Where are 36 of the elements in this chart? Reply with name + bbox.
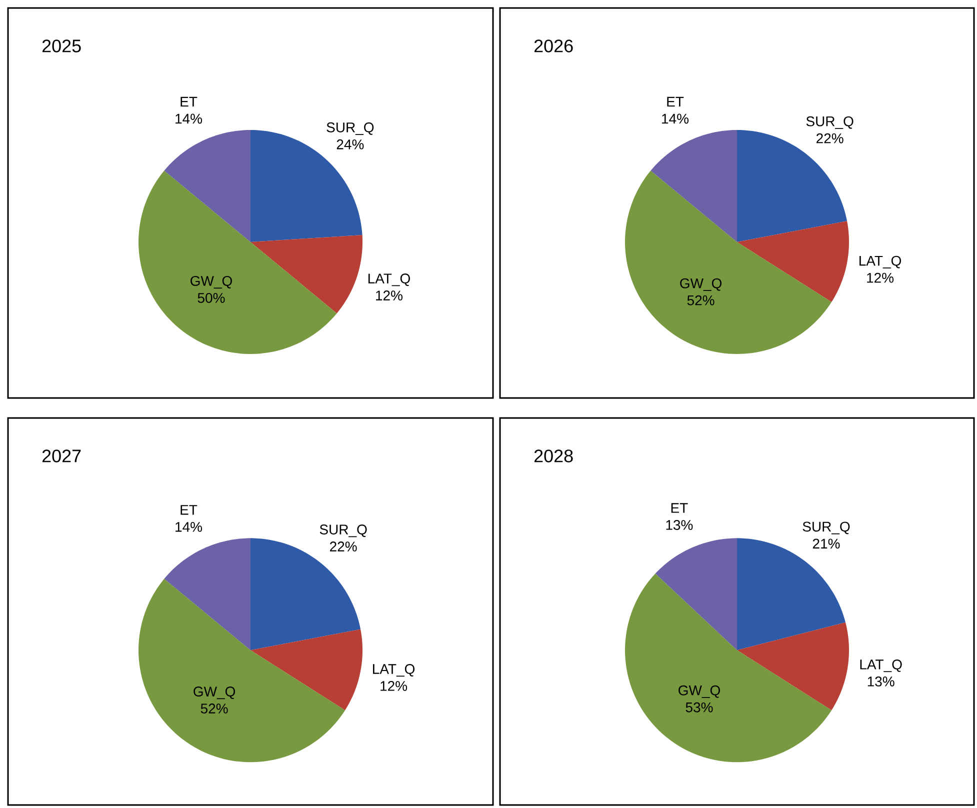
data-label: 12% <box>867 272 894 283</box>
slice-label: GW_Q <box>678 685 720 698</box>
slice-label: LAT_Q <box>368 274 410 286</box>
data-label: 12% <box>380 681 408 691</box>
data-label: 14% <box>176 522 202 532</box>
data-label: 12% <box>376 290 402 300</box>
slice-label: ET <box>180 96 198 107</box>
slice-label: SUR_Q <box>326 122 374 135</box>
data-label: 14% <box>176 114 202 124</box>
chart-title: 2026 <box>534 40 573 52</box>
slice-label: ET <box>671 503 688 513</box>
data-label: 22% <box>330 542 357 552</box>
slice-label: LAT_Q <box>860 256 902 268</box>
data-label: 13% <box>868 676 894 686</box>
data-label: 22% <box>816 133 844 144</box>
slice-label: LAT_Q <box>860 660 902 672</box>
data-label: 50% <box>198 292 225 303</box>
slice-label: SUR_Q <box>806 116 854 129</box>
chart-title: 2028 <box>534 450 573 462</box>
data-label: 52% <box>687 295 714 306</box>
chart-title: 2025 <box>42 40 81 52</box>
slice-label: LAT_Q <box>373 664 415 677</box>
slice-label: SUR_Q <box>802 522 850 534</box>
slice-label: GW_Q <box>190 276 232 289</box>
slice-label: ET <box>667 96 684 107</box>
data-label: 53% <box>686 702 713 712</box>
data-label: 24% <box>336 139 364 150</box>
slice-label: SUR_Q <box>320 524 367 538</box>
slice-label: ET <box>180 505 198 515</box>
chart-title: 2027 <box>42 450 81 462</box>
data-label: 14% <box>662 114 689 124</box>
data-label: 52% <box>200 704 228 714</box>
slice-label: GW_Q <box>680 278 722 291</box>
data-label: 13% <box>666 520 693 530</box>
data-label: 21% <box>812 538 840 549</box>
slice-label: GW_Q <box>194 686 236 700</box>
